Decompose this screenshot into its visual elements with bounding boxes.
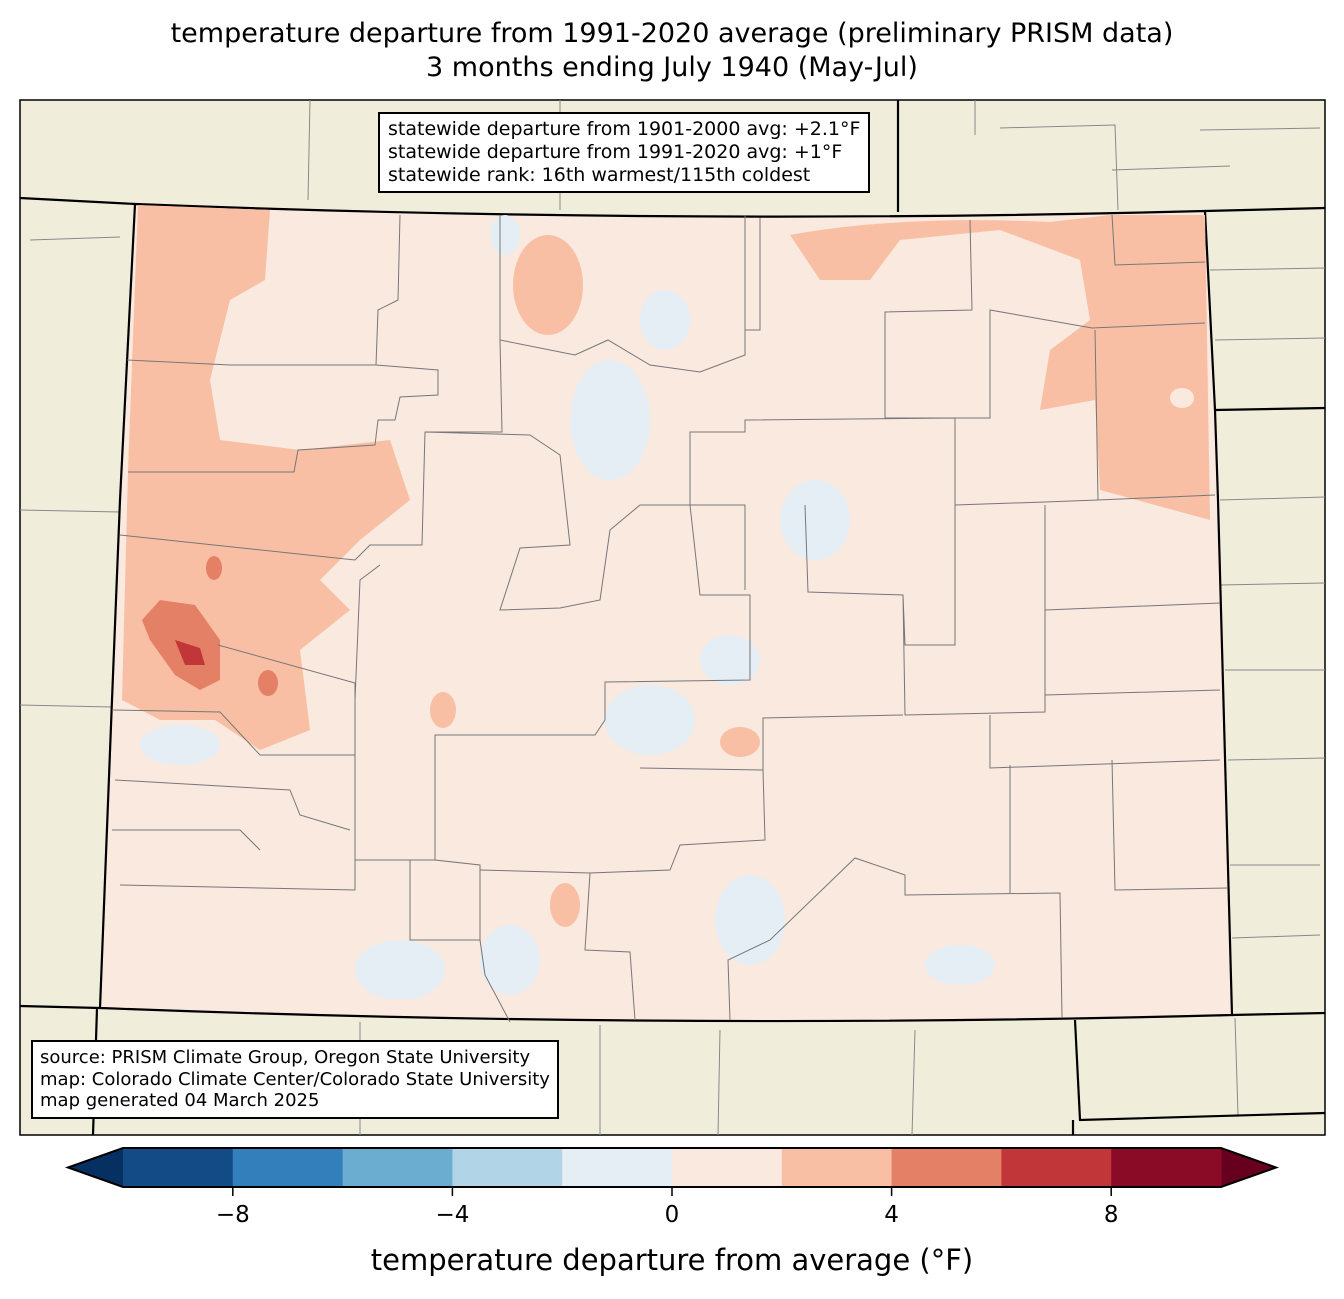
strong-warm-areas	[142, 556, 278, 696]
map-title-line1: temperature departure from 1991-2020 ave…	[170, 18, 1174, 49]
colorbar-tick-label: 4	[884, 1202, 899, 1228]
source-line: source: PRISM Climate Group, Oregon Stat…	[40, 1047, 531, 1068]
stat-departure-1901-2000: statewide departure from 1901-2000 avg: …	[388, 118, 861, 140]
colorbar	[65, 1147, 1279, 1196]
map-credit-line: map: Colorado Climate Center/Colorado St…	[40, 1068, 550, 1090]
source-box: source: PRISM Climate Group, Oregon Stat…	[31, 1040, 559, 1119]
colorbar-bin	[781, 1148, 893, 1187]
colorbar-bin	[562, 1148, 673, 1187]
colorbar-bin	[342, 1148, 453, 1187]
cool-anomaly-areas	[140, 215, 995, 1000]
colorbar-tick-label: −4	[435, 1202, 470, 1228]
statewide-stats-box: statewide departure from 1901-2000 avg: …	[378, 112, 871, 193]
colorbar-tick-label: −8	[215, 1202, 250, 1228]
colorbar-over-arrow	[1221, 1148, 1276, 1187]
neutral-hole	[1170, 388, 1194, 408]
colorbar-under-arrow	[68, 1148, 123, 1187]
colorbar-bin	[232, 1148, 344, 1187]
colorbar-bin	[1111, 1148, 1222, 1187]
stat-rank: statewide rank: 16th warmest/115th colde…	[388, 164, 811, 186]
generated-date-line: map generated 04 March 2025	[40, 1090, 320, 1111]
colorbar-tick-label: 0	[664, 1202, 680, 1228]
colorbar-bin	[123, 1148, 234, 1187]
colorbar-label: temperature departure from average (°F)	[370, 1243, 974, 1277]
map-title-line2: 3 months ending July 1940 (May-Jul)	[426, 52, 918, 83]
colorbar-bin	[672, 1148, 783, 1187]
colorbar-tick-label: 8	[1103, 1202, 1119, 1228]
colorbar-bin	[1001, 1148, 1112, 1187]
colorbar-bin	[891, 1148, 1002, 1187]
colorado-state	[98, 202, 1234, 1023]
colorbar-bin	[452, 1148, 563, 1187]
county-boundaries	[111, 214, 1229, 1023]
stat-departure-1991-2020: statewide departure from 1991-2020 avg: …	[388, 141, 843, 163]
colorbar-outline	[65, 1147, 1279, 1188]
